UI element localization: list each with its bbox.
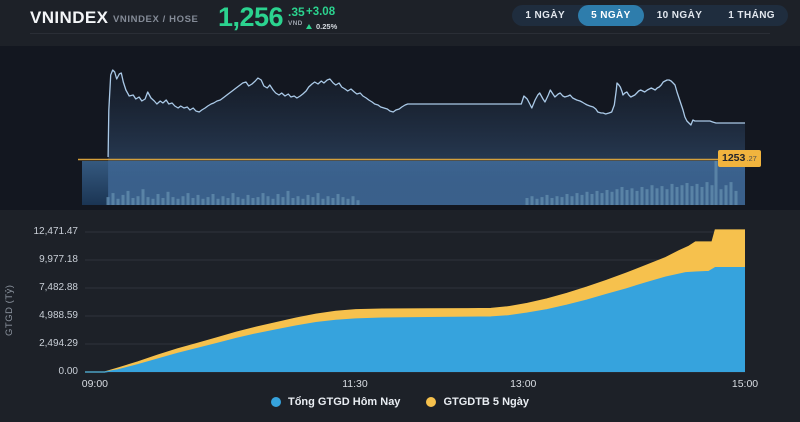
legend-label: Tổng GTGD Hôm Nay (287, 396, 401, 408)
price-decimal-block: .35 VND (288, 6, 305, 28)
header: VNINDEX VNINDEX / HOSE 1,256 .35 VND +3.… (0, 0, 800, 46)
timeframe-button-1-tháng[interactable]: 1 THÁNG (715, 5, 788, 26)
y-tick-label: 7,482.88 (39, 282, 78, 293)
y-tick-label: 4,988.59 (39, 309, 78, 321)
symbol-title: VNINDEX (30, 8, 109, 27)
legend-item-gtgdtb-5-ngày[interactable]: GTGDTB 5 Ngày (426, 396, 529, 408)
y-tick-label: 12,471.47 (33, 226, 79, 237)
reference-price-label: 1253.27 (718, 150, 761, 167)
timeframe-button-10-ngày[interactable]: 10 NGÀY (644, 5, 716, 26)
reference-price-main: 1253 (722, 152, 746, 164)
y-tick-label: 0.00 (58, 366, 78, 377)
price-chart[interactable] (75, 55, 746, 205)
timeframe-group: 1 NGÀY 5 NGÀY 10 NGÀY 1 THÁNG (512, 5, 788, 26)
y-tick-label: 9,977.18 (39, 253, 78, 265)
x-tick-label: 11:30 (342, 378, 368, 390)
legend-item-tổng-gtgd-hôm-nay[interactable]: Tổng GTGD Hôm Nay (270, 396, 401, 408)
legend: Tổng GTGD Hôm Nay GTGDTB 5 Ngày (0, 396, 800, 408)
price-change-percent-row: 0.25% (306, 22, 337, 31)
header-divider (30, 33, 770, 34)
price-change: +3.08 (306, 6, 336, 18)
timeframe-button-1-ngày[interactable]: 1 NGÀY (512, 5, 578, 26)
reference-price-decimals: .27 (746, 154, 757, 163)
currency-label: VND (288, 20, 303, 27)
x-tick-label: 15:00 (731, 378, 759, 390)
price-chart-panel: 1253.27 (0, 46, 800, 210)
legend-label: GTGDTB 5 Ngày (443, 396, 530, 408)
turnover-chart-panel: GTGD (Tỷ) 0.00 2,494.29 4,988.59 7,482.88 9,… (0, 210, 800, 422)
legend-dot-icon (270, 397, 281, 407)
x-tick-label: 09:00 (81, 378, 109, 390)
last-price-decimals: .35 (288, 5, 305, 19)
turnover-chart[interactable] (85, 229, 745, 373)
y-tick-label: 2,494.29 (39, 338, 78, 349)
last-price: 1,256 (218, 2, 284, 32)
x-tick-label: 13:00 (510, 378, 537, 390)
symbol-exchange: VNINDEX / HOSE (113, 14, 199, 25)
timeframe-button-5-ngày[interactable]: 5 NGÀY (578, 5, 644, 26)
legend-dot-icon (426, 397, 437, 407)
price-change-percent: 0.25% (316, 22, 338, 31)
up-arrow-icon (306, 24, 312, 29)
